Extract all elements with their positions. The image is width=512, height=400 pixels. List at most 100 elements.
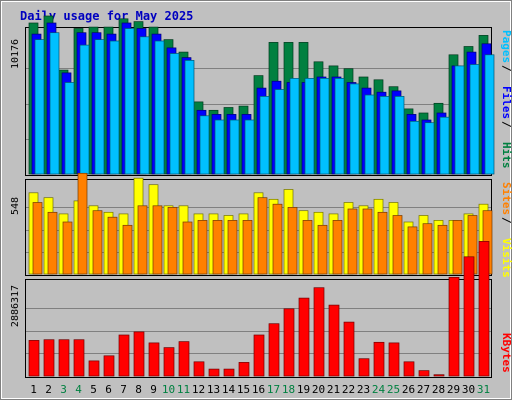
hits-pages-bar <box>424 122 435 175</box>
hits-pages-bar <box>439 116 450 175</box>
x-tick-label: 8 <box>135 383 142 396</box>
kbytes-kbytes-bar <box>133 331 145 377</box>
visits-sites-bar <box>92 210 103 275</box>
kbytes-kbytes-bar <box>388 342 400 377</box>
hits-pages-bar <box>49 32 60 175</box>
visits-sites-bar <box>107 216 118 275</box>
hits-pages-bar <box>319 78 330 175</box>
kbytes-kbytes-bar <box>328 304 340 377</box>
x-tick-label: 11 <box>177 383 190 396</box>
kbytes-kbytes-bar <box>193 361 205 377</box>
x-tick-label: 31 <box>477 383 490 396</box>
visits-sites-bar <box>242 220 253 275</box>
hits-pages-bar <box>364 94 375 175</box>
visits-sites-bar <box>422 223 433 275</box>
x-tick-label: 5 <box>90 383 97 396</box>
hits-pages-bar <box>244 119 255 175</box>
x-tick-label: 25 <box>387 383 400 396</box>
kbytes-kbytes-bar <box>448 276 460 377</box>
x-tick-label: 10 <box>162 383 175 396</box>
chart-panels: 10176 Pages / Files / Hits 548 Sites / Visi… <box>10 15 512 378</box>
hits-pages-bar <box>214 119 225 175</box>
x-tick-label: 27 <box>417 383 430 396</box>
x-tick-label: 22 <box>342 383 355 396</box>
visits-sites-bar <box>182 221 193 275</box>
x-tick-label: 13 <box>207 383 220 396</box>
hits-pages-bar <box>289 78 300 175</box>
hits-pages-bar <box>79 44 90 175</box>
x-tick-label: 19 <box>297 383 310 396</box>
visits-sites-bar <box>197 220 208 275</box>
visits-sites-bar <box>227 220 238 275</box>
kbytes-panel: 2886317 KBytes <box>10 241 512 378</box>
hits-pages-bar <box>109 40 120 175</box>
kbytes-kbytes-bar <box>268 323 280 377</box>
hits-pages-bar <box>199 115 210 175</box>
x-tick-label: 9 <box>150 383 157 396</box>
visits-sites-bar <box>62 221 73 275</box>
kbytes-kbytes-bar <box>313 287 325 377</box>
hits-panel: 10176 Pages / Files / Hits <box>10 15 512 176</box>
kbytes-kbytes-bar <box>88 360 100 377</box>
visits-sites-bar <box>377 211 388 275</box>
hits-pages-bar <box>379 96 390 175</box>
chart-title: Daily usage for May 2025 <box>20 9 193 23</box>
kbytes-kbytes-bar <box>283 308 295 377</box>
x-tick-label: 12 <box>192 383 205 396</box>
x-tick-label: 16 <box>252 383 265 396</box>
visits-legend-visits: Visits <box>500 238 512 278</box>
kbytes-kbytes-bar <box>298 297 310 377</box>
visits-legend-sites: Sites <box>500 182 512 215</box>
x-axis-day-labels: 1 2 3 4 5 6 7 8 9 10 11 12 13 14 15 16 17 18 19 20 21 22 23 24 2… <box>30 383 490 396</box>
visits-legend-/: / <box>500 217 512 224</box>
visits-sites-bar <box>362 208 373 275</box>
kbytes-kbytes-bar <box>253 334 265 377</box>
x-tick-label: 4 <box>75 383 82 396</box>
x-tick-label: 14 <box>222 383 236 396</box>
kbytes-kbytes-bar <box>223 368 235 377</box>
visits-panel: 548 Sites / Visits <box>10 172 512 278</box>
x-tick-label: 21 <box>327 383 340 396</box>
hits-pages-bar <box>34 39 45 175</box>
x-tick-label: 7 <box>120 383 127 396</box>
hits-pages-bar <box>229 119 240 175</box>
hits-legend-hits: Hits <box>500 142 512 169</box>
x-tick-label: 26 <box>402 383 415 396</box>
hits-pages-bar <box>349 83 360 175</box>
x-tick-label: 3 <box>60 383 67 396</box>
kbytes-legend-kbytes: KBytes <box>500 333 512 373</box>
visits-sites-bar <box>47 211 58 275</box>
visits-sites-bar <box>212 220 223 275</box>
x-tick-label: 23 <box>357 383 370 396</box>
hits-pages-bar <box>64 82 75 175</box>
hits-max-label: 10176 <box>10 39 21 69</box>
hits-pages-bar <box>124 28 135 175</box>
hits-pages-bar <box>334 78 345 175</box>
kbytes-kbytes-bar <box>103 355 115 377</box>
hits-legend-files: Files <box>500 86 512 119</box>
kbytes-kbytes-bar <box>73 339 85 377</box>
visits-sites-bar <box>302 220 313 275</box>
x-tick-label: 30 <box>462 383 475 396</box>
kbytes-kbytes-bar <box>148 342 160 377</box>
visits-sites-bar <box>317 224 328 275</box>
visits-max-label: 548 <box>10 197 21 215</box>
x-tick-label: 28 <box>432 383 445 396</box>
kbytes-kbytes-bar <box>358 358 370 377</box>
visits-sites-bar <box>167 207 178 275</box>
hits-pages-bar <box>469 64 480 175</box>
kbytes-kbytes-bar <box>208 368 220 377</box>
visits-sites-bar <box>257 197 268 275</box>
hits-legend-/: / <box>500 121 512 128</box>
kbytes-kbytes-bar <box>238 362 250 377</box>
x-tick-label: 6 <box>105 383 112 396</box>
kbytes-kbytes-bar <box>118 334 130 377</box>
hits-pages-bar <box>454 65 465 175</box>
kbytes-kbytes-bar <box>478 241 490 377</box>
kbytes-kbytes-bar <box>343 321 355 377</box>
kbytes-kbytes-bar <box>463 256 475 377</box>
visits-sites-bar <box>392 215 403 275</box>
hits-legend-pages: Pages <box>500 30 512 63</box>
